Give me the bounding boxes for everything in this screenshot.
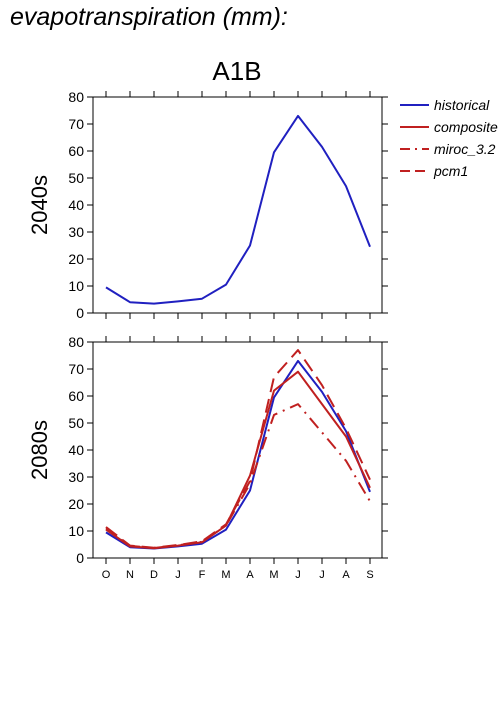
x-tick-label: O	[102, 569, 111, 581]
x-tick-label: F	[199, 569, 206, 581]
y-tick-label: 30	[68, 224, 84, 240]
y-tick-label: 70	[68, 361, 84, 377]
y-tick-label: 50	[68, 415, 84, 431]
legend: historical composite miroc_3.2 pcm1	[400, 97, 498, 179]
panel-2040s: 0 10 20 30 40 50 60 70 80 2040s	[27, 89, 388, 321]
y-tick-label: 30	[68, 469, 84, 485]
y-tick-label: 20	[68, 251, 84, 267]
series-line-historical	[105, 114, 371, 305]
legend-label: composite	[434, 119, 498, 135]
plot-frame	[92, 341, 383, 559]
y-tick-label: 60	[68, 143, 84, 159]
x-tick-label: N	[126, 569, 134, 581]
chart-title: A1B	[212, 56, 261, 86]
y-tick-label: 10	[68, 278, 84, 294]
x-tick-label: J	[319, 569, 325, 581]
y-tick-label: 80	[68, 89, 84, 105]
x-tick-label: A	[246, 569, 254, 581]
series-line-composite	[105, 370, 371, 550]
x-tick-label: A	[342, 569, 350, 581]
y-tick-label: 0	[76, 305, 84, 321]
x-tick-label: M	[221, 569, 230, 581]
y-tick-label: 80	[68, 334, 84, 350]
legend-label: miroc_3.2	[434, 141, 496, 157]
y-tick-label: 70	[68, 116, 84, 132]
x-tick-label: D	[150, 569, 158, 581]
panel-2080s: 0 10 20 30 40 50 60 70 80 O N D J F M A M J J A S 2080s	[27, 334, 388, 581]
y-tick-label: 40	[68, 442, 84, 458]
row-label-2080s: 2080s	[27, 420, 52, 480]
plot-frame	[92, 96, 383, 314]
series-line-miroc-3-2	[105, 403, 371, 549]
legend-label: historical	[434, 97, 490, 113]
y-tick-label: 20	[68, 496, 84, 512]
x-tick-label: S	[366, 569, 373, 581]
y-tick-label: 40	[68, 197, 84, 213]
x-tick-label: J	[175, 569, 181, 581]
x-tick-label: M	[269, 569, 278, 581]
y-tick-label: 60	[68, 388, 84, 404]
series-line-historical	[105, 359, 371, 550]
page-title: evapotranspiration (mm):	[10, 3, 288, 31]
y-tick-label: 0	[76, 550, 84, 566]
y-tick-label: 10	[68, 523, 84, 539]
row-label-2040s: 2040s	[27, 175, 52, 235]
legend-label: pcm1	[433, 163, 468, 179]
y-tick-label: 50	[68, 170, 84, 186]
x-tick-label: J	[295, 569, 301, 581]
series-line-pcm1	[105, 349, 371, 549]
